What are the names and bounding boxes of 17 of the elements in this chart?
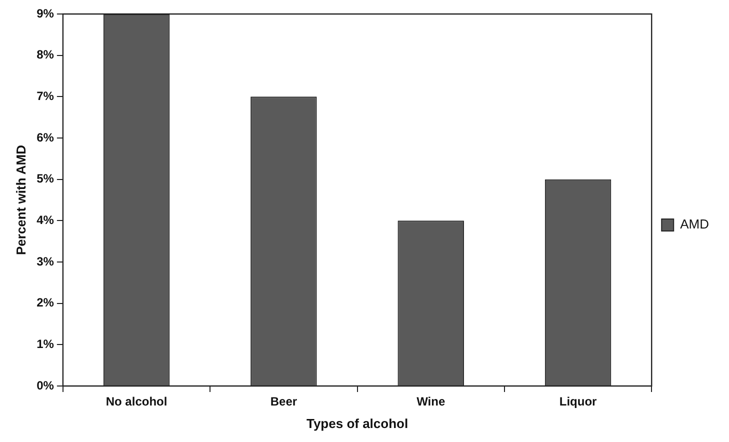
x-axis-title: Types of alcohol bbox=[306, 416, 408, 431]
legend-label: AMD bbox=[680, 216, 709, 232]
y-tick-label: 9% bbox=[36, 6, 54, 20]
y-tick-label: 3% bbox=[36, 254, 54, 268]
x-tick-label: Liquor bbox=[559, 394, 598, 409]
x-tick-label: Wine bbox=[416, 394, 446, 409]
y-tick-label: 5% bbox=[36, 172, 54, 186]
y-tick-label: 6% bbox=[36, 130, 54, 144]
y-tick-label: 7% bbox=[36, 88, 54, 103]
y-tick-label: 4% bbox=[36, 212, 54, 227]
x-tick-label: No alcohol bbox=[106, 394, 168, 409]
y-axis-title: Percent with AMD bbox=[13, 144, 28, 256]
y-tick-label: 2% bbox=[36, 296, 54, 310]
y-tick-label: 1% bbox=[36, 336, 54, 351]
y-tick-label: 0% bbox=[36, 378, 54, 392]
x-tick-label: Beer bbox=[270, 394, 298, 409]
y-tick-label: 8% bbox=[36, 48, 54, 62]
